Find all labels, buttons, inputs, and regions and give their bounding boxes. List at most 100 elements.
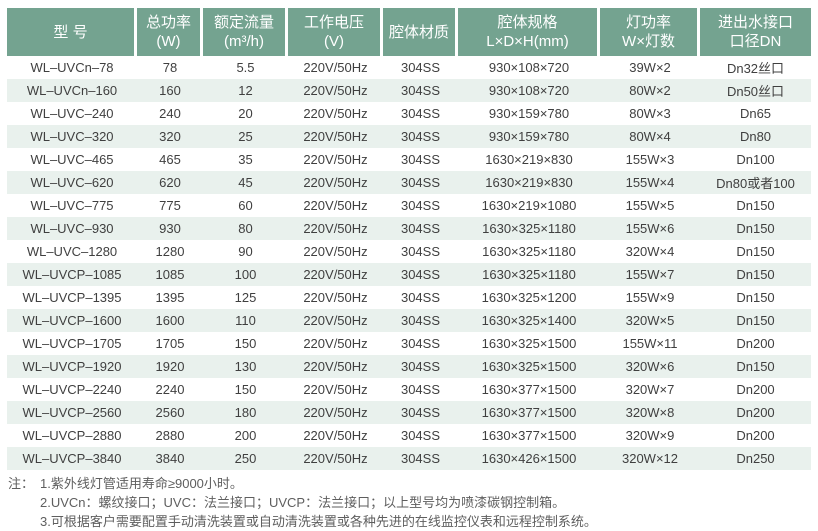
table-row: WL–UVC–240 240 20 220V/50Hz 304SS 930×159×780… xyxy=(7,102,811,125)
footnote-3: 3.可根据客户需要配置手动清洗装置或自动清洗装置或各种先进的在线监控仪表和远程控… xyxy=(40,514,597,529)
cell: 1630×325×1180 xyxy=(482,221,576,236)
cell: Dn80 xyxy=(739,129,772,144)
cell: WL–UVC–465 xyxy=(30,152,114,167)
cell: 60 xyxy=(238,198,253,213)
cell: 1630×325×1180 xyxy=(482,267,576,282)
cell: 304SS xyxy=(400,221,441,236)
cell: 90 xyxy=(238,244,253,259)
table-row: WL–UVCP–2560 2560 180 220V/50Hz 304SS 1630×37… xyxy=(7,401,811,424)
cell: 155W×7 xyxy=(625,267,675,282)
cell: 220V/50Hz xyxy=(303,175,368,190)
cell: 130 xyxy=(234,359,257,374)
cell: WL–UVCP–1920 xyxy=(22,359,122,374)
cell: 220V/50Hz xyxy=(303,221,368,236)
cell: 160 xyxy=(159,83,181,98)
cell: 304SS xyxy=(400,106,441,121)
cell: WL–UVCn–78 xyxy=(30,60,114,75)
cell: 220V/50Hz xyxy=(303,313,368,328)
cell: 304SS xyxy=(400,359,441,374)
cell: 304SS xyxy=(400,60,441,75)
cell: 220V/50Hz xyxy=(303,336,368,351)
cell: WL–UVCP–2560 xyxy=(22,405,122,420)
cell: 80W×2 xyxy=(629,83,671,98)
cell: 320W×8 xyxy=(625,405,675,420)
table-row: WL–UVCP–1920 1920 130 220V/50Hz 304SS 1630×32… xyxy=(7,355,811,378)
cell: Dn150 xyxy=(736,198,775,213)
cell: 1630×426×1500 xyxy=(481,451,577,466)
footnotes-list: 1.紫外线灯管适用寿命≥9000小时。 2.UVCn：螺纹接口；UVC：法兰接口… xyxy=(40,474,597,531)
cell: 25 xyxy=(238,129,253,144)
cell: 2240 xyxy=(155,382,185,397)
cell: 465 xyxy=(159,152,181,167)
cell: Dn80或者100 xyxy=(716,176,795,191)
cell: WL–UVCn–160 xyxy=(26,83,118,98)
cell: 1630×325×1180 xyxy=(482,244,576,259)
cell: 320W×7 xyxy=(625,382,675,397)
cell: 1630×377×1500 xyxy=(481,405,577,420)
cell: 320W×4 xyxy=(625,244,675,259)
cell: WL–UVCP–3840 xyxy=(22,451,122,466)
table-row: WL–UVCP–2240 2240 150 220V/50Hz 304SS 1630×37… xyxy=(7,378,811,401)
cell: 3840 xyxy=(155,451,185,466)
cell: 220V/50Hz xyxy=(303,451,368,466)
cell: WL–UVC–240 xyxy=(30,106,114,121)
cell: Dn150 xyxy=(736,267,775,282)
col-header-voltage: 工作电压 (V) xyxy=(288,8,383,56)
cell: 304SS xyxy=(400,198,441,213)
cell: 775 xyxy=(159,198,181,213)
cell: 220V/50Hz xyxy=(303,106,368,121)
table-row: WL–UVCP–1395 1395 125 220V/50Hz 304SS 1630×32… xyxy=(7,286,811,309)
cell: WL–UVC–320 xyxy=(30,129,114,144)
cell: 1630×325×1500 xyxy=(481,359,577,374)
cell: 220V/50Hz xyxy=(303,129,368,144)
cell: 45 xyxy=(238,175,253,190)
cell: 1630×325×1500 xyxy=(481,336,577,351)
cell: 150 xyxy=(234,382,257,397)
cell: 1280 xyxy=(155,244,185,259)
cell: 304SS xyxy=(400,451,441,466)
cell: 304SS xyxy=(400,428,441,443)
table-row: WL–UVCP–1085 1085 100 220V/50Hz 304SS 1630×32… xyxy=(7,263,811,286)
cell: 2560 xyxy=(155,405,185,420)
cell: 220V/50Hz xyxy=(303,83,368,98)
cell: 12 xyxy=(238,83,253,98)
cell: 930×108×720 xyxy=(488,60,570,75)
cell: 220V/50Hz xyxy=(303,244,368,259)
cell: Dn200 xyxy=(736,405,775,420)
cell: 155W×11 xyxy=(622,336,678,351)
cell: 304SS xyxy=(400,83,441,98)
col-header-material: 腔体材质 xyxy=(383,8,458,56)
cell: 220V/50Hz xyxy=(303,267,368,282)
cell: 125 xyxy=(234,290,257,305)
cell: 1085 xyxy=(155,267,185,282)
cell: WL–UVC–775 xyxy=(30,198,114,213)
cell: 78 xyxy=(162,60,178,75)
spec-table-body: WL–UVCn–78 78 5.5 220V/50Hz 304SS 930×108×720… xyxy=(7,56,811,470)
cell: 304SS xyxy=(400,405,441,420)
cell: 155W×6 xyxy=(625,221,675,236)
cell: 35 xyxy=(238,152,253,167)
cell: 80W×4 xyxy=(629,129,671,144)
cell: Dn150 xyxy=(736,244,775,259)
cell: 1630×377×1500 xyxy=(481,428,577,443)
cell: 304SS xyxy=(400,336,441,351)
cell: 80W×3 xyxy=(629,106,671,121)
cell: 39W×2 xyxy=(629,60,671,75)
cell: 320W×12 xyxy=(621,451,678,466)
cell: Dn32丝口 xyxy=(726,61,785,76)
spec-table: 型 号 总功率 (W) 额定流量 (m³/h) 工作电压 (V) 腔体材质 腔体… xyxy=(7,8,811,470)
table-row: WL–UVC–775 775 60 220V/50Hz 304SS 1630×219×10… xyxy=(7,194,811,217)
cell: 220V/50Hz xyxy=(303,428,368,443)
cell: WL–UVCP–1600 xyxy=(22,313,122,328)
cell: WL–UVCP–1395 xyxy=(22,290,122,305)
footnote-1: 1.紫外线灯管适用寿命≥9000小时。 xyxy=(40,476,243,491)
cell: 155W×3 xyxy=(625,152,675,167)
cell: 220V/50Hz xyxy=(303,290,368,305)
cell: WL–UVCP–2240 xyxy=(22,382,122,397)
col-header-model: 型 号 xyxy=(7,8,137,56)
cell: Dn200 xyxy=(736,382,775,397)
col-header-lamp-power: 灯功率 W×灯数 xyxy=(600,8,700,56)
cell: 1630×325×1200 xyxy=(481,290,577,305)
table-row: WL–UVCn–78 78 5.5 220V/50Hz 304SS 930×108×720… xyxy=(7,56,811,79)
table-row: WL–UVC–930 930 80 220V/50Hz 304SS 1630×325×11… xyxy=(7,217,811,240)
